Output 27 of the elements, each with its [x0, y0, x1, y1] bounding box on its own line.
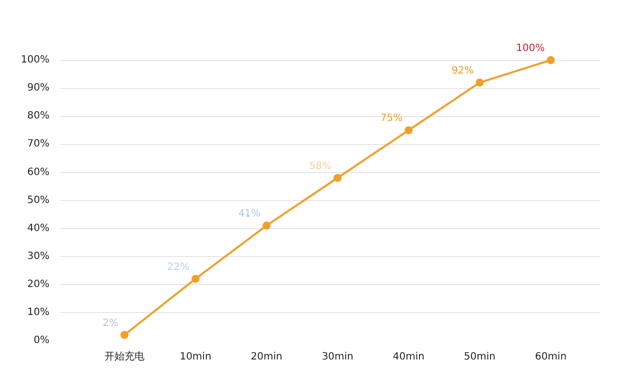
- x-tick-label: 50min: [464, 352, 496, 362]
- x-tick-label: 20min: [250, 352, 282, 362]
- data-label: 2%: [102, 318, 118, 329]
- y-tick-label: 70%: [27, 138, 50, 150]
- y-tick-label: 20%: [27, 278, 50, 290]
- y-tick-label: 90%: [27, 82, 50, 94]
- data-label: 75%: [380, 113, 403, 124]
- data-label: 100%: [516, 43, 545, 54]
- data-label: 58%: [309, 160, 332, 172]
- y-tick-label: 40%: [27, 222, 50, 234]
- y-tick-label: 10%: [27, 306, 50, 318]
- y-tick-label: 50%: [27, 194, 50, 206]
- data-label: 22%: [167, 262, 190, 273]
- point: [404, 126, 413, 134]
- y-tick-label: 0%: [34, 335, 50, 346]
- data-label: 41%: [238, 208, 261, 220]
- x-tick-label: 10min: [180, 352, 212, 362]
- y-tick-label: 80%: [27, 110, 50, 122]
- data-label: 92%: [451, 66, 474, 77]
- x-tick-label: 30min: [322, 352, 354, 362]
- y-tick-label: 30%: [27, 250, 50, 262]
- y-tick-label: 100%: [20, 54, 50, 66]
- x-tick-label: 60min: [534, 352, 567, 362]
- point: [476, 78, 484, 87]
- x-tick-label: 开始充电: [104, 350, 144, 362]
- x-tick-label: 40min: [392, 352, 424, 362]
- y-tick-label: 60%: [27, 166, 50, 178]
